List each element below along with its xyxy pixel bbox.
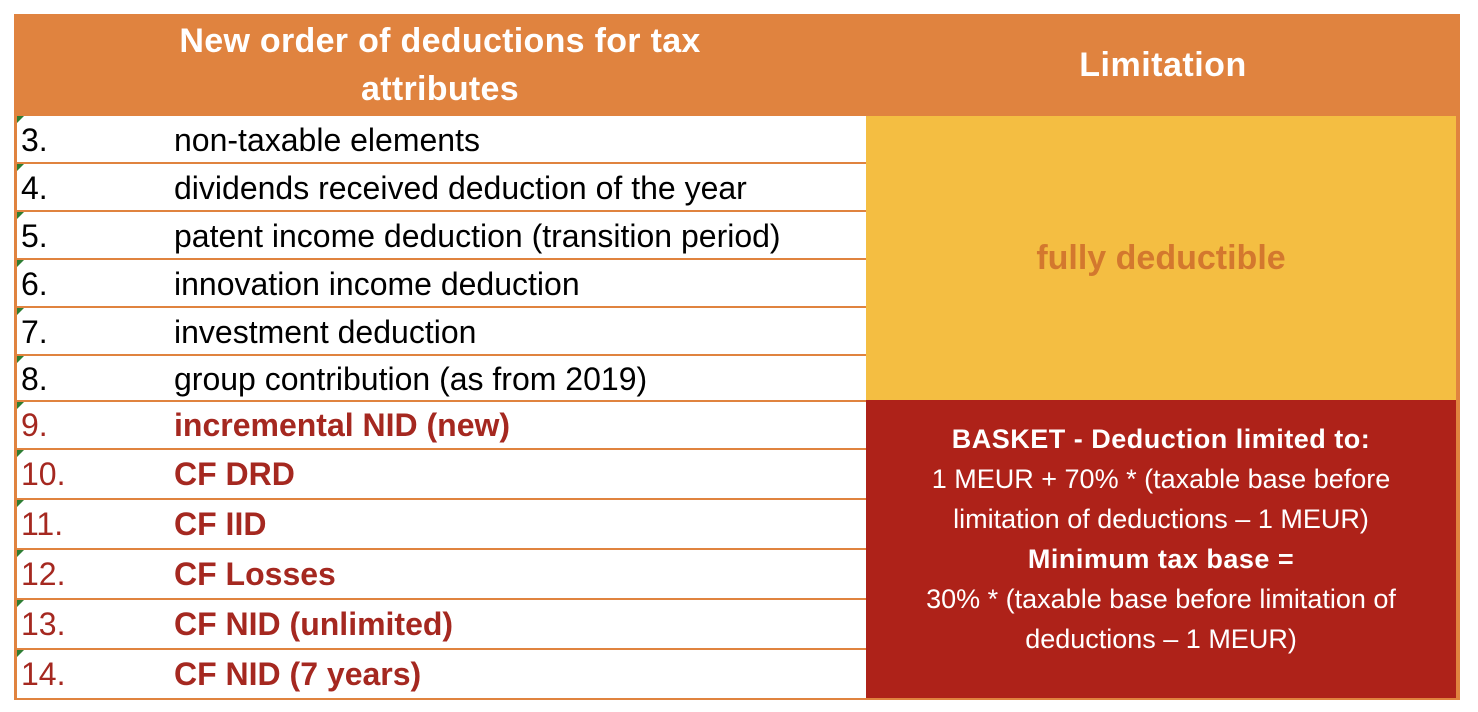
deduction-rows: 3. non-taxable elements 4. dividends rec… [17,116,866,698]
cell-marker-icon [17,260,24,267]
table-row: 7. investment deduction [17,308,866,354]
row-number: 6. [21,266,48,302]
basket-limitation-cell: BASKET - Deduction limited to: 1 MEUR + … [866,400,1456,698]
header-order-title: New order of deductions for tax attribut… [179,22,701,108]
row-label: CF NID (7 years) [174,656,422,692]
cell-marker-icon [17,500,24,507]
row-label: CF Losses [174,556,336,592]
table-row: 13. CF NID (unlimited) [17,600,866,648]
cell-marker-icon [17,550,24,557]
row-number: 3. [21,122,48,158]
row-label: CF IID [174,506,267,542]
row-label: non-taxable elements [174,122,480,158]
table-row: 4. dividends received deduction of the y… [17,164,866,210]
header-order-cell: New order of deductions for tax attribut… [14,14,866,116]
row-number: 9. [21,407,48,443]
cell-marker-icon [17,402,24,409]
row-label: patent income deduction (transition peri… [174,218,781,254]
row-number: 8. [21,361,48,397]
header-limitation-title: Limitation [1079,45,1247,84]
basket-heading: BASKET - Deduction limited to: [951,424,1371,454]
row-label: investment deduction [174,314,477,350]
cell-marker-icon [17,650,24,657]
table-row: 9. incremental NID (new) [17,402,866,448]
table-row: 5. patent income deduction (transition p… [17,212,866,258]
table-row: 14. CF NID (7 years) [17,650,866,698]
row-number: 13. [21,606,66,642]
row-label: group contribution (as from 2019) [174,361,648,397]
basket-formula-line1: 1 MEUR + 70% * (taxable base before [931,464,1391,494]
fully-deductible-label: fully deductible [1036,239,1286,277]
row-number: 11. [21,506,64,542]
cell-marker-icon [17,356,24,363]
cell-marker-icon [17,450,24,457]
header-limitation-cell: Limitation [866,14,1460,116]
row-number: 5. [21,218,48,254]
row-label: CF DRD [174,456,295,492]
cell-marker-icon [17,164,24,171]
row-number: 4. [21,170,48,206]
table-row: 8. group contribution (as from 2019) [17,356,866,400]
row-number: 12. [21,556,66,592]
cell-marker-icon [17,116,24,123]
table-row: 11. CF IID [17,500,866,548]
row-label: innovation income deduction [174,266,580,302]
row-label: dividends received deduction of the year [174,170,747,206]
row-label: CF NID (unlimited) [174,606,454,642]
deductions-table: New order of deductions for tax attribut… [14,14,1460,700]
cell-marker-icon [17,212,24,219]
fully-deductible-cell: fully deductible [866,116,1456,400]
minimum-tax-line1: 30% * (taxable base before limitation of [926,584,1396,614]
row-number: 14. [21,656,66,692]
table-row: 10. CF DRD [17,450,866,498]
cell-marker-icon [17,308,24,315]
row-number: 10. [21,456,66,492]
table-row: 3. non-taxable elements [17,116,866,162]
row-number: 7. [21,314,48,350]
minimum-tax-heading: Minimum tax base = [1027,544,1295,574]
basket-formula-line2: limitation of deductions – 1 MEUR) [953,504,1369,534]
cell-marker-icon [17,600,24,607]
minimum-tax-line2: deductions – 1 MEUR) [1025,624,1297,654]
table-row: 6. innovation income deduction [17,260,866,306]
table-row: 12. CF Losses [17,550,866,598]
row-label: incremental NID (new) [174,407,511,443]
